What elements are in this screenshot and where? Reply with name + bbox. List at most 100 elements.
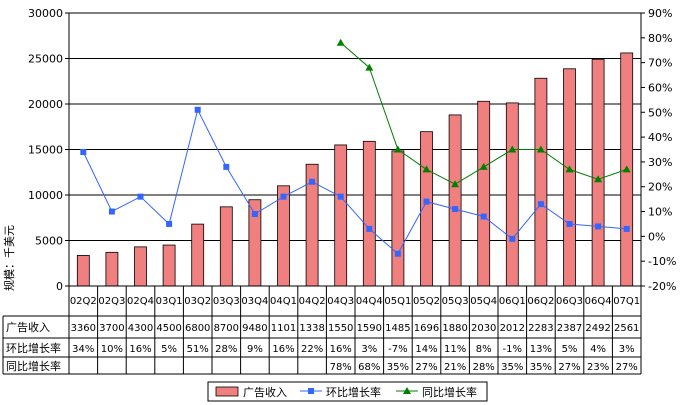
x-tick-label: 05Q3: [442, 296, 469, 307]
x-tick-label: 06Q4: [585, 296, 612, 307]
y2-tick-label: 80%: [648, 32, 672, 45]
point: [365, 63, 374, 71]
bar: [191, 223, 205, 287]
point: [309, 178, 316, 185]
table-cell: 3700: [99, 323, 124, 334]
table-cell: 4500: [156, 323, 181, 334]
table-row-header: 环比增长率: [6, 341, 61, 355]
point: [393, 145, 402, 153]
table-cell: 28%: [215, 344, 237, 355]
x-tick-label: 03Q1: [156, 296, 183, 307]
y-tick-label: 0: [56, 280, 63, 293]
table-cell: 8700: [214, 323, 239, 334]
series-line: [82, 108, 627, 255]
point: [565, 165, 574, 173]
y-tick-label: 15000: [28, 144, 63, 157]
table-cell: 6800: [185, 323, 210, 334]
x-tick-label: 02Q2: [70, 296, 97, 307]
point: [566, 220, 573, 227]
line-series: [80, 38, 631, 257]
y-axis-label: 规模：千美元: [2, 225, 16, 291]
x-tick-label: 06Q2: [527, 296, 554, 307]
bar: [448, 114, 462, 287]
x-tick-label: 05Q4: [470, 296, 497, 307]
table-cell: 10%: [101, 344, 123, 355]
point: [595, 223, 602, 230]
table-cell: 9480: [242, 323, 267, 334]
legend-label: 广告收入: [243, 385, 287, 399]
point: [422, 165, 431, 173]
point: [451, 180, 460, 188]
table-cell: 2561: [614, 323, 639, 334]
table-cell: 4300: [128, 323, 153, 334]
table-cell: 16%: [272, 344, 294, 355]
x-tick-label: 02Q3: [98, 296, 125, 307]
table-cell: 34%: [72, 344, 94, 355]
table-cell: 5%: [161, 344, 177, 355]
bar-series: [76, 52, 634, 287]
y-tick-label: 10000: [28, 189, 63, 202]
table-cell: 1101: [271, 323, 296, 334]
point: [508, 145, 517, 153]
x-tick-label: 06Q1: [499, 296, 526, 307]
point: [366, 225, 373, 232]
point: [594, 175, 603, 183]
table-cell: 1338: [299, 323, 324, 334]
legend-label: 环比增长率: [326, 385, 381, 399]
table-cell: 9%: [247, 344, 263, 355]
table-cell: -1%: [503, 344, 522, 355]
x-tick-label: 05Q2: [413, 296, 440, 307]
point: [223, 163, 230, 170]
table-cell: 2283: [528, 323, 553, 334]
y2-tick-label: -20%: [648, 280, 676, 293]
x-tick-label: 03Q2: [184, 296, 211, 307]
bar: [362, 140, 376, 287]
legend-key-marker: [308, 388, 314, 394]
table-cell: 35%: [530, 362, 552, 373]
table-cell: 13%: [530, 344, 552, 355]
table-cell: 3360: [71, 323, 96, 334]
bar: [162, 244, 176, 287]
point: [423, 198, 430, 205]
y2-tick-label: 10%: [648, 206, 672, 219]
table-cell: 1550: [328, 323, 353, 334]
x-tick-label: 04Q3: [327, 296, 354, 307]
table-cell: 8%: [476, 344, 492, 355]
y2-tick-label: 20%: [648, 181, 672, 194]
point: [536, 145, 545, 153]
bar: [219, 206, 233, 287]
grid-lines: [69, 12, 641, 241]
table-cell: 14%: [415, 344, 437, 355]
table-cell: 2492: [585, 323, 610, 334]
x-tick-label: 03Q3: [213, 296, 240, 307]
table-cell: 2030: [471, 323, 496, 334]
y2-tick-label: -10%: [648, 255, 676, 268]
point: [623, 225, 630, 232]
table-cell: 2012: [500, 323, 525, 334]
table-cell: 27%: [415, 362, 437, 373]
point: [394, 250, 401, 257]
table-cell: 27%: [558, 362, 580, 373]
table-cell: 1590: [357, 323, 382, 334]
table-cell: 3%: [619, 344, 635, 355]
bar: [105, 251, 119, 287]
bar: [591, 58, 605, 287]
y2-tick-label: 60%: [648, 81, 672, 94]
y2-tick-label: 40%: [648, 131, 672, 144]
bar: [505, 102, 519, 287]
point: [251, 211, 258, 218]
point: [280, 193, 287, 200]
bar: [134, 246, 147, 287]
table-cell: 21%: [444, 362, 466, 373]
point: [479, 162, 488, 170]
point: [336, 38, 345, 46]
point: [509, 235, 516, 242]
point: [622, 165, 631, 173]
x-tick-label: 07Q1: [613, 296, 640, 307]
table-cell: 1696: [414, 323, 439, 334]
table-cell: 23%: [587, 362, 609, 373]
table-cell: 68%: [358, 362, 380, 373]
table-cell: 35%: [387, 362, 409, 373]
x-tick-label: 05Q1: [384, 296, 411, 307]
